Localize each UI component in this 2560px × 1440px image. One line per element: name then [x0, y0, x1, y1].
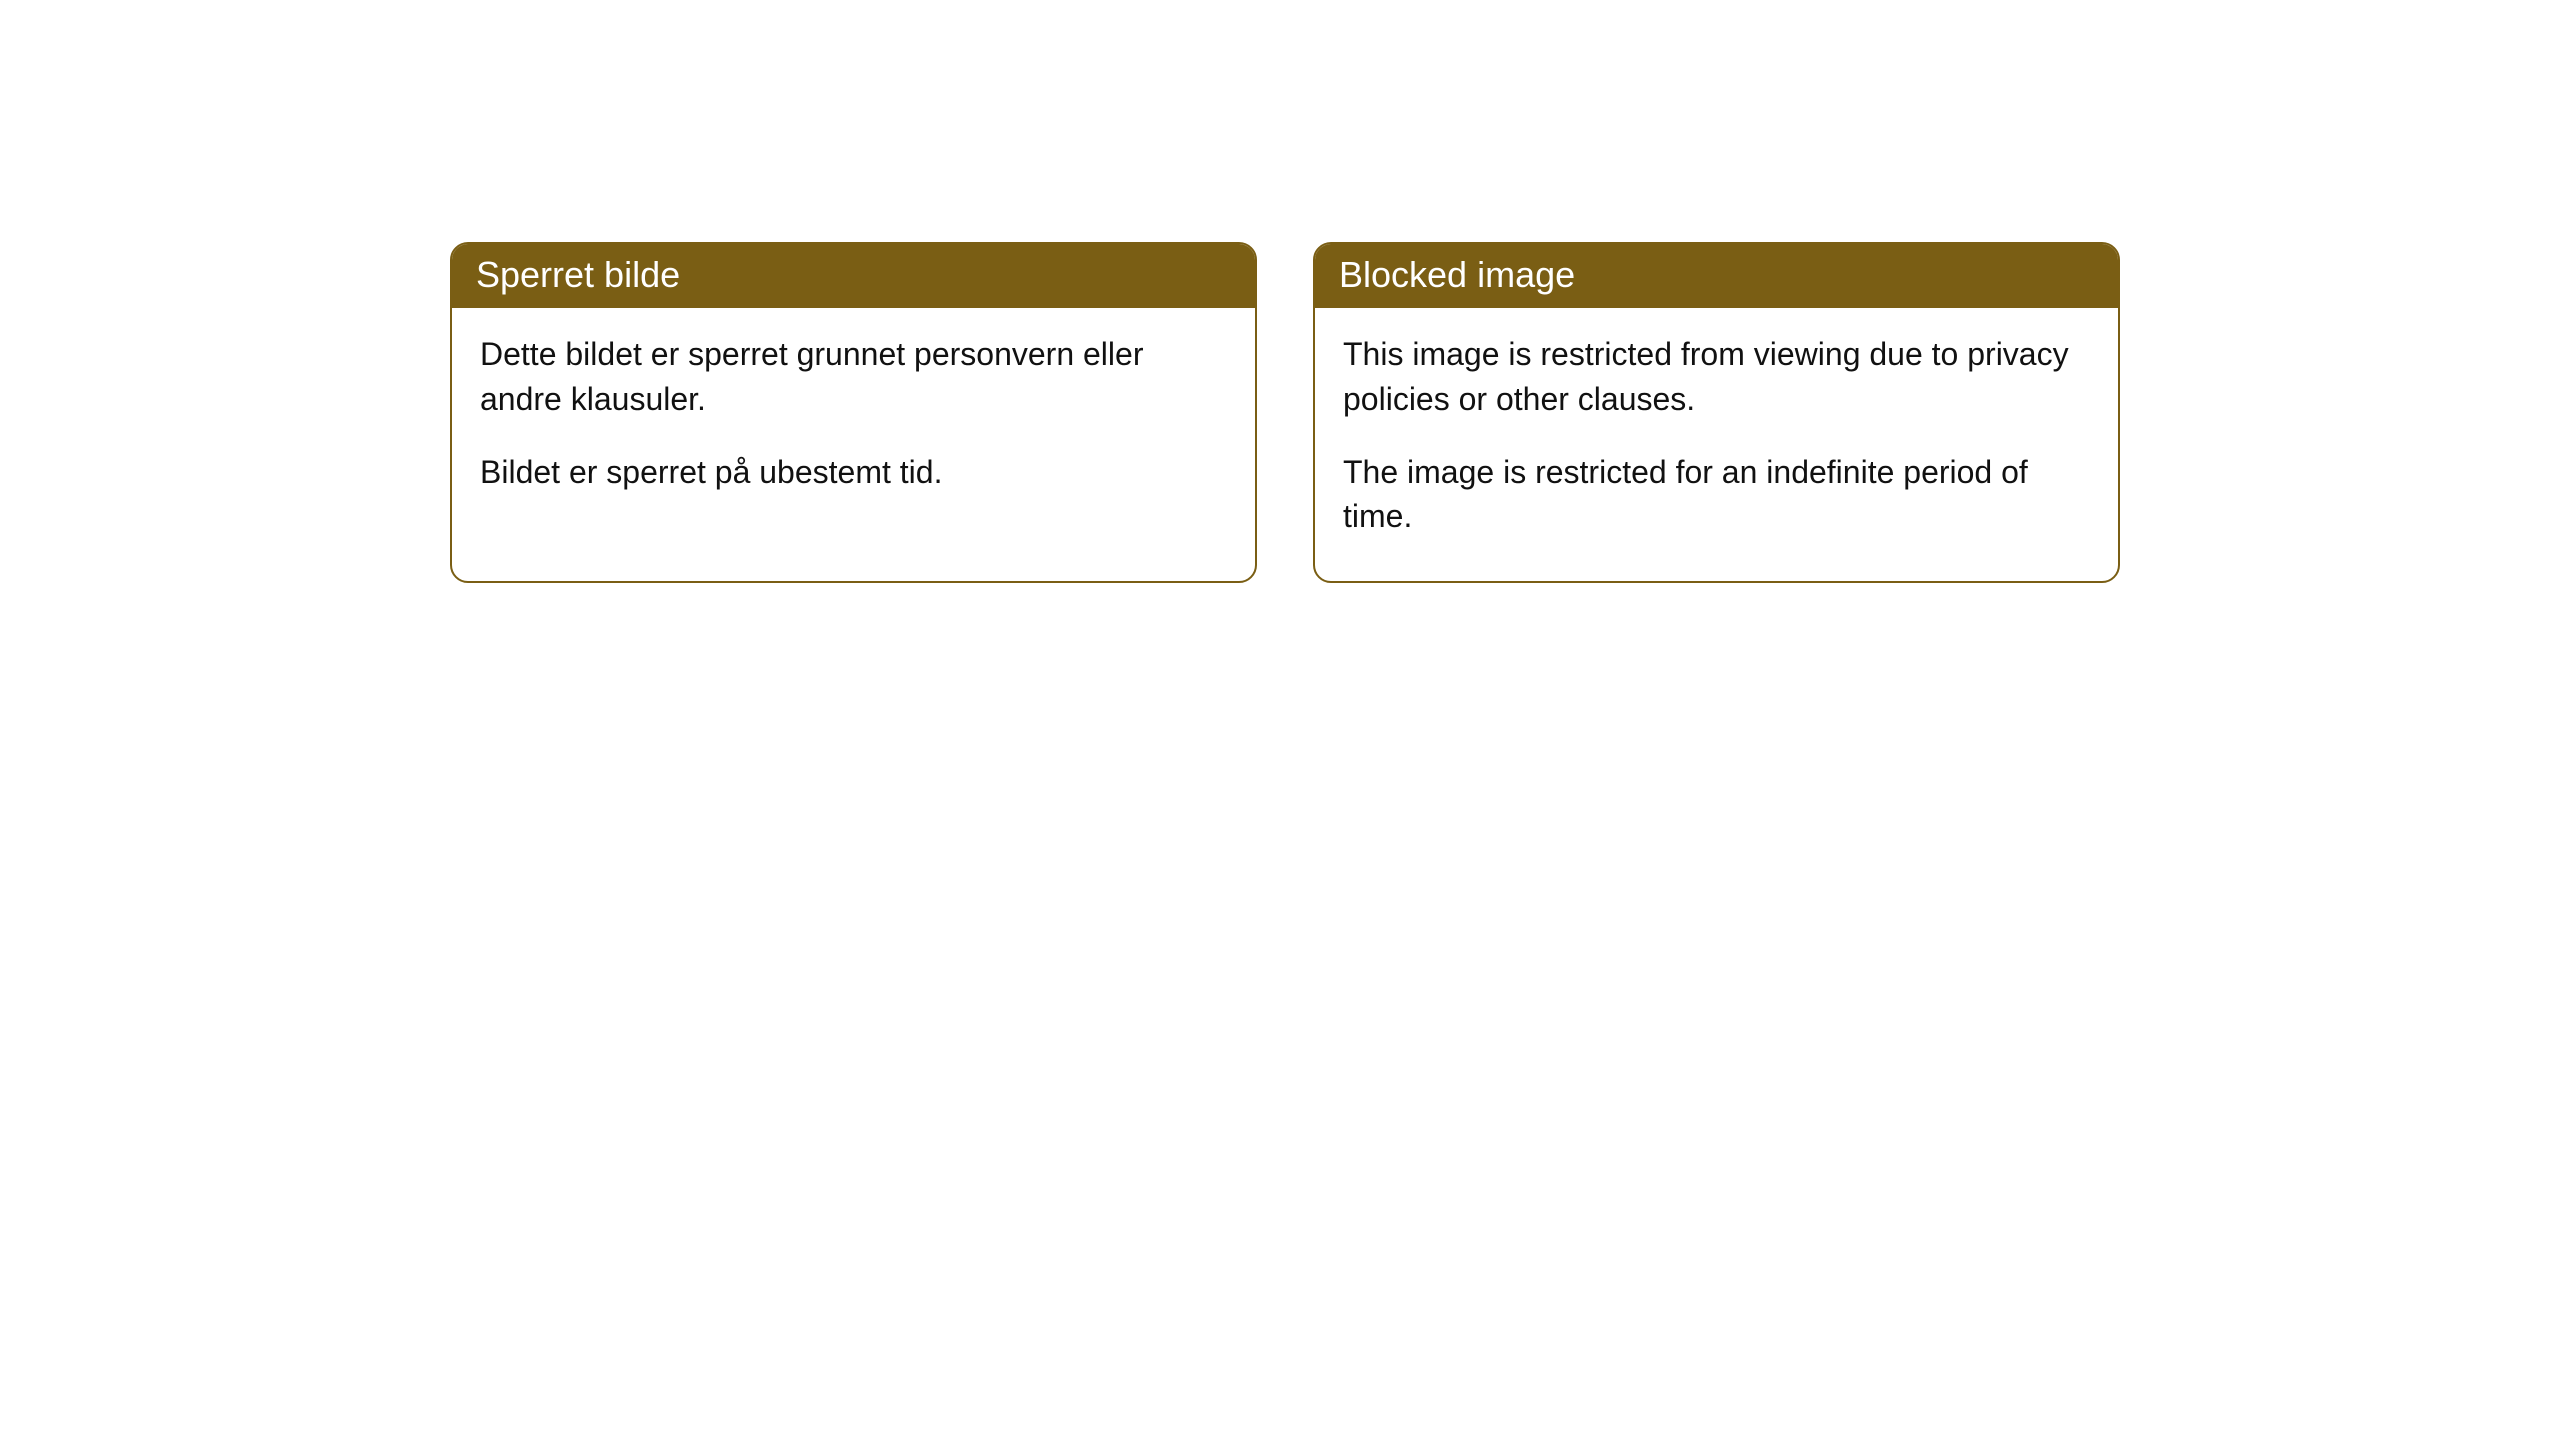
card-paragraph-1: This image is restricted from viewing du…	[1343, 332, 2090, 422]
notice-cards-container: Sperret bilde Dette bildet er sperret gr…	[450, 242, 2120, 583]
blocked-image-card-norwegian: Sperret bilde Dette bildet er sperret gr…	[450, 242, 1257, 583]
card-body: Dette bildet er sperret grunnet personve…	[452, 308, 1255, 536]
card-paragraph-2: Bildet er sperret på ubestemt tid.	[480, 450, 1227, 495]
card-paragraph-2: The image is restricted for an indefinit…	[1343, 450, 2090, 540]
card-header: Sperret bilde	[452, 244, 1255, 308]
blocked-image-card-english: Blocked image This image is restricted f…	[1313, 242, 2120, 583]
card-header: Blocked image	[1315, 244, 2118, 308]
card-body: This image is restricted from viewing du…	[1315, 308, 2118, 581]
card-title: Sperret bilde	[476, 254, 680, 295]
card-title: Blocked image	[1339, 254, 1575, 295]
card-paragraph-1: Dette bildet er sperret grunnet personve…	[480, 332, 1227, 422]
